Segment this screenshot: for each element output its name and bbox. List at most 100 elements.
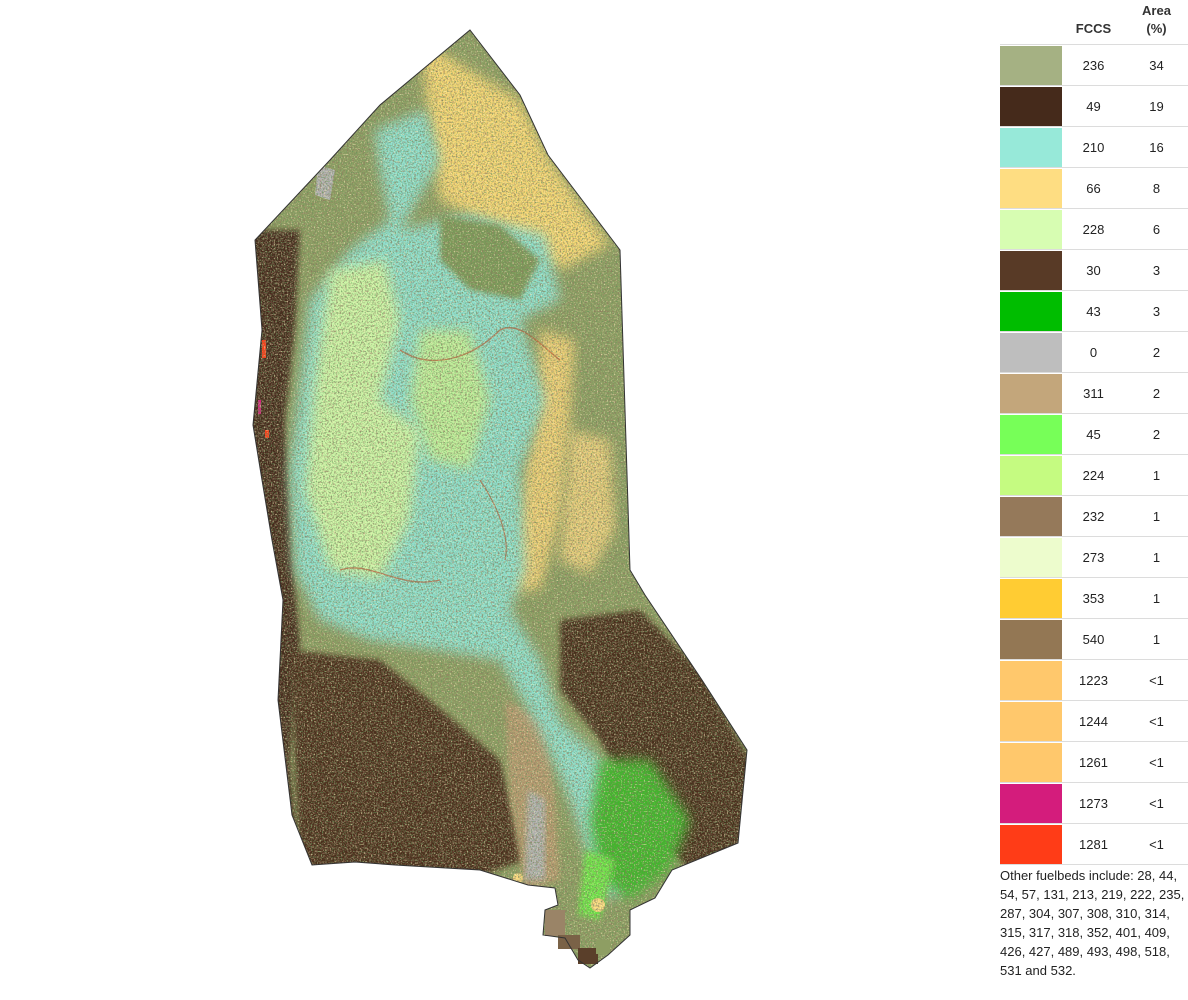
legend-fccs-value: 224 bbox=[1062, 454, 1125, 496]
legend-area-value: 19 bbox=[1125, 85, 1188, 127]
legend-swatch-cell bbox=[1000, 782, 1062, 824]
legend-area-value: 2 bbox=[1125, 331, 1188, 373]
legend-row: 49 19 bbox=[1000, 85, 1188, 127]
legend-swatch-cell bbox=[1000, 823, 1062, 865]
legend-area-value: 3 bbox=[1125, 290, 1188, 332]
legend-row: 311 2 bbox=[1000, 372, 1188, 414]
legend-fccs-value: 1281 bbox=[1062, 823, 1125, 865]
legend-row: 1244 <1 bbox=[1000, 700, 1188, 742]
legend-swatch-cell bbox=[1000, 495, 1062, 537]
legend-color-swatch bbox=[1000, 332, 1062, 372]
legend-color-swatch bbox=[1000, 619, 1062, 659]
legend-area-value: 2 bbox=[1125, 413, 1188, 455]
legend-row: 232 1 bbox=[1000, 495, 1188, 537]
legend-color-swatch bbox=[1000, 742, 1062, 782]
legend-fccs-value: 236 bbox=[1062, 44, 1125, 86]
legend-header-fccs: FCCS bbox=[1075, 21, 1112, 36]
legend-swatch-cell bbox=[1000, 536, 1062, 578]
legend-rows: 236 34 49 19 210 16 66 8 228 6 30 3 43 3 0 2 311 2 45 2 224 1… bbox=[1000, 44, 1188, 865]
legend-swatch-cell bbox=[1000, 126, 1062, 168]
legend-note: Other fuelbeds include: 28, 44, 54, 57, … bbox=[1000, 868, 1185, 978]
legend-swatch-cell bbox=[1000, 413, 1062, 455]
southern-tip-blocks bbox=[545, 910, 610, 964]
legend-area-value: 1 bbox=[1125, 495, 1188, 537]
legend-swatch-header bbox=[1000, 0, 1062, 45]
legend-fccs-value: 45 bbox=[1062, 413, 1125, 455]
legend-fccs-value: 1273 bbox=[1062, 782, 1125, 824]
legend-header-area: Area (%) bbox=[1125, 0, 1188, 45]
fuelbed-legend: FCCS Area (%) 236 34 49 19 210 16 66 8 228 6 30 3 43… bbox=[1000, 0, 1188, 980]
legend-color-swatch bbox=[1000, 537, 1062, 577]
legend-row: 236 34 bbox=[1000, 44, 1188, 86]
legend-swatch-cell bbox=[1000, 618, 1062, 660]
legend-header-area-line1: Area bbox=[1142, 3, 1171, 18]
legend-fccs-value: 0 bbox=[1062, 331, 1125, 373]
legend-area-value: 34 bbox=[1125, 44, 1188, 86]
legend-fccs-value: 540 bbox=[1062, 618, 1125, 660]
legend-row: 1281 <1 bbox=[1000, 823, 1188, 865]
legend-swatch-cell bbox=[1000, 372, 1062, 414]
legend-row: 540 1 bbox=[1000, 618, 1188, 660]
legend-area-value: <1 bbox=[1125, 823, 1188, 865]
legend-row: 30 3 bbox=[1000, 249, 1188, 291]
legend-fccs-value: 1244 bbox=[1062, 700, 1125, 742]
legend-area-value: 6 bbox=[1125, 208, 1188, 250]
legend-area-value: 1 bbox=[1125, 618, 1188, 660]
map-fill bbox=[253, 30, 747, 968]
legend-color-swatch bbox=[1000, 127, 1062, 167]
legend-row: 1261 <1 bbox=[1000, 741, 1188, 783]
legend-fccs-value: 232 bbox=[1062, 495, 1125, 537]
legend-color-swatch bbox=[1000, 783, 1062, 823]
legend-swatch-cell bbox=[1000, 208, 1062, 250]
legend-fccs-value: 210 bbox=[1062, 126, 1125, 168]
legend-fccs-value: 43 bbox=[1062, 290, 1125, 332]
legend-color-swatch bbox=[1000, 373, 1062, 413]
legend-row: 1273 <1 bbox=[1000, 782, 1188, 824]
legend-swatch-cell bbox=[1000, 249, 1062, 291]
legend-row: 353 1 bbox=[1000, 577, 1188, 619]
legend-color-swatch bbox=[1000, 660, 1062, 700]
legend-swatch-cell bbox=[1000, 700, 1062, 742]
legend-color-swatch bbox=[1000, 824, 1062, 864]
legend-area-value: <1 bbox=[1125, 700, 1188, 742]
legend-fccs-value: 49 bbox=[1062, 85, 1125, 127]
legend-swatch-cell bbox=[1000, 167, 1062, 209]
legend-fccs-value: 273 bbox=[1062, 536, 1125, 578]
legend-swatch-cell bbox=[1000, 85, 1062, 127]
legend-color-swatch bbox=[1000, 209, 1062, 249]
legend-swatch-cell bbox=[1000, 577, 1062, 619]
legend-area-value: 1 bbox=[1125, 577, 1188, 619]
legend-swatch-cell bbox=[1000, 659, 1062, 701]
legend-swatch-cell bbox=[1000, 741, 1062, 783]
legend-area-value: 16 bbox=[1125, 126, 1188, 168]
legend-header-area-line2: (%) bbox=[1146, 21, 1167, 36]
legend-area-value: <1 bbox=[1125, 741, 1188, 783]
legend-color-swatch bbox=[1000, 701, 1062, 741]
legend-swatch-cell bbox=[1000, 44, 1062, 86]
legend-fccs-value: 228 bbox=[1062, 208, 1125, 250]
legend-area-value: 3 bbox=[1125, 249, 1188, 291]
legend-row: 224 1 bbox=[1000, 454, 1188, 496]
legend-fccs-value: 30 bbox=[1062, 249, 1125, 291]
legend-color-swatch bbox=[1000, 250, 1062, 290]
legend-swatch-cell bbox=[1000, 331, 1062, 373]
legend-fccs-value: 353 bbox=[1062, 577, 1125, 619]
legend-fccs-value: 66 bbox=[1062, 167, 1125, 209]
legend-fccs-value: 1261 bbox=[1062, 741, 1125, 783]
legend-row: 273 1 bbox=[1000, 536, 1188, 578]
legend-row: 45 2 bbox=[1000, 413, 1188, 455]
legend-color-swatch bbox=[1000, 45, 1062, 85]
legend-row: 1223 <1 bbox=[1000, 659, 1188, 701]
legend-area-value: 1 bbox=[1125, 536, 1188, 578]
legend-row: 228 6 bbox=[1000, 208, 1188, 250]
legend-area-value: 1 bbox=[1125, 454, 1188, 496]
legend-area-value: 2 bbox=[1125, 372, 1188, 414]
legend-swatch-cell bbox=[1000, 454, 1062, 496]
legend-color-swatch bbox=[1000, 86, 1062, 126]
legend-color-swatch bbox=[1000, 455, 1062, 495]
legend-area-value: <1 bbox=[1125, 659, 1188, 701]
legend-row: 43 3 bbox=[1000, 290, 1188, 332]
legend-color-swatch bbox=[1000, 291, 1062, 331]
legend-fccs-value: 311 bbox=[1062, 372, 1125, 414]
